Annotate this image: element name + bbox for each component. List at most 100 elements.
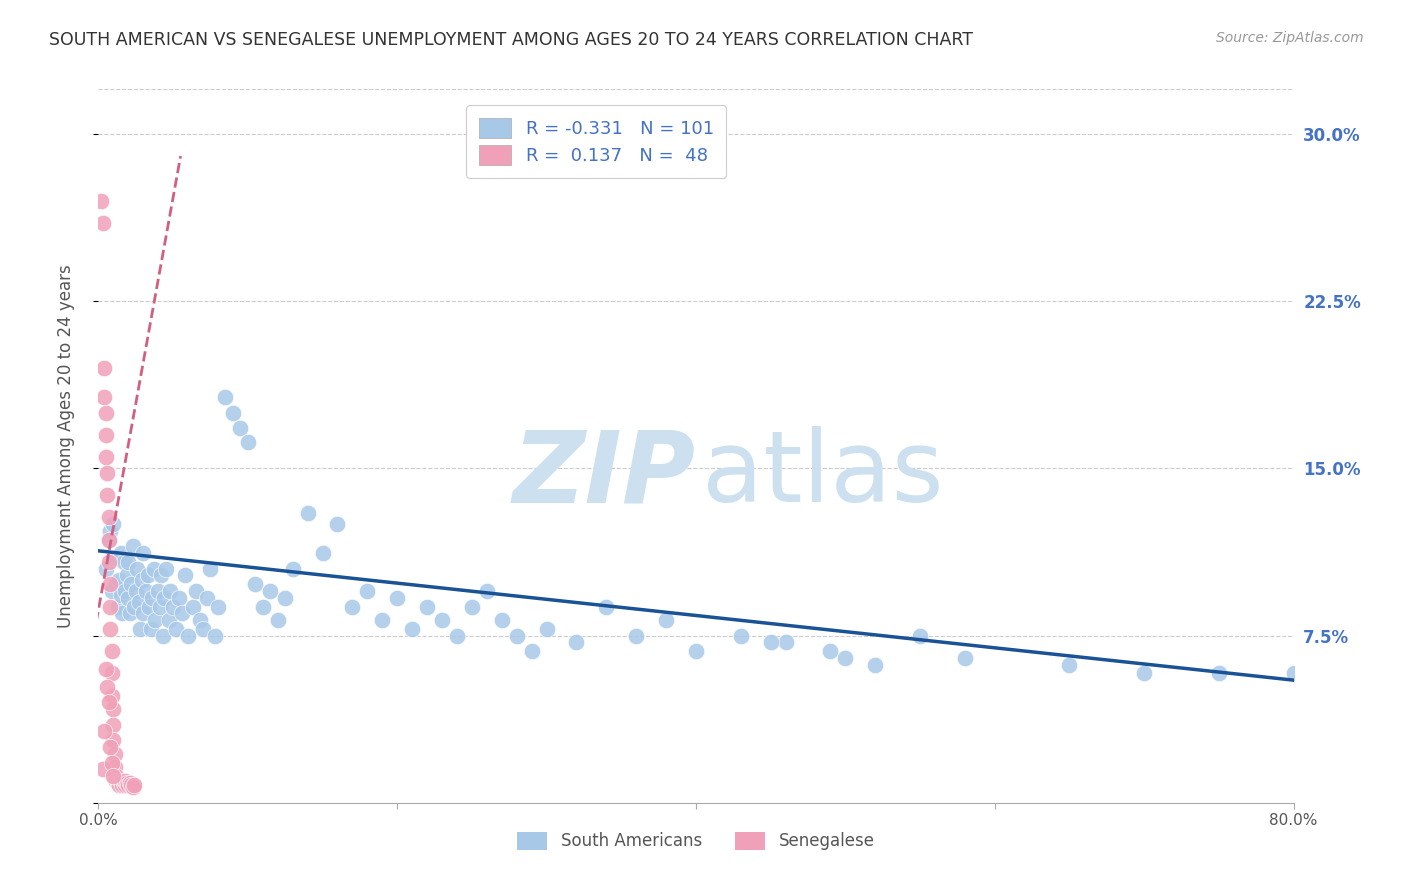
- Point: [94, 562, 117, 576]
- Point: [104, 760, 127, 774]
- Point: [491, 613, 513, 627]
- Point: [121, 780, 143, 795]
- Point: [626, 628, 648, 642]
- Point: [188, 613, 211, 627]
- Point: [245, 577, 267, 591]
- Point: [94, 427, 117, 442]
- Point: [96, 466, 118, 480]
- Point: [108, 573, 131, 587]
- Point: [222, 405, 245, 419]
- Point: [101, 644, 124, 658]
- Point: [91, 762, 114, 776]
- Point: [120, 577, 142, 591]
- Point: [103, 717, 125, 731]
- Point: [93, 360, 115, 375]
- Point: [120, 778, 142, 792]
- Point: [125, 583, 148, 598]
- Point: [97, 696, 120, 710]
- Point: [252, 599, 274, 614]
- Point: [132, 607, 155, 621]
- Point: [820, 644, 842, 658]
- Point: [104, 747, 127, 761]
- Point: [148, 583, 170, 598]
- Point: [200, 562, 222, 576]
- Point: [110, 546, 132, 560]
- Point: [908, 628, 931, 642]
- Point: [385, 591, 409, 605]
- Point: [101, 756, 124, 770]
- Point: [101, 689, 124, 703]
- Point: [204, 628, 226, 642]
- Point: [181, 599, 204, 614]
- Point: [103, 516, 125, 531]
- Point: [114, 583, 136, 598]
- Point: [953, 651, 976, 665]
- Point: [107, 773, 129, 788]
- Point: [115, 776, 138, 790]
- Point: [281, 562, 304, 576]
- Point: [149, 599, 172, 614]
- Point: [114, 778, 136, 792]
- Point: [326, 516, 349, 531]
- Point: [118, 607, 141, 621]
- Point: [1208, 666, 1230, 681]
- Point: [416, 599, 439, 614]
- Point: [150, 568, 173, 582]
- Point: [155, 562, 177, 576]
- Point: [114, 773, 136, 788]
- Point: [342, 599, 364, 614]
- Point: [90, 194, 112, 208]
- Point: [97, 533, 120, 547]
- Point: [94, 405, 117, 419]
- Point: [103, 733, 125, 747]
- Point: [536, 622, 558, 636]
- Point: [446, 628, 468, 642]
- Point: [595, 599, 617, 614]
- Point: [143, 613, 166, 627]
- Point: [174, 568, 197, 582]
- Point: [1059, 657, 1081, 672]
- Point: [1133, 666, 1156, 681]
- Point: [297, 506, 319, 520]
- Point: [108, 778, 131, 792]
- Text: atlas: atlas: [702, 426, 943, 523]
- Point: [1282, 666, 1305, 681]
- Point: [759, 635, 782, 649]
- Point: [118, 776, 141, 790]
- Point: [117, 591, 139, 605]
- Point: [775, 635, 797, 649]
- Point: [274, 591, 297, 605]
- Point: [159, 583, 181, 598]
- Point: [135, 583, 157, 598]
- Point: [236, 434, 259, 449]
- Point: [98, 740, 122, 755]
- Point: [101, 583, 124, 598]
- Point: [94, 662, 117, 676]
- Y-axis label: Unemployment Among Ages 20 to 24 years: Unemployment Among Ages 20 to 24 years: [56, 264, 75, 628]
- Point: [121, 539, 143, 553]
- Point: [112, 776, 135, 790]
- Point: [229, 421, 252, 435]
- Point: [311, 546, 333, 560]
- Point: [214, 390, 236, 404]
- Point: [97, 533, 120, 547]
- Point: [105, 773, 128, 788]
- Point: [430, 613, 453, 627]
- Point: [97, 555, 120, 569]
- Point: [162, 599, 184, 614]
- Point: [107, 599, 129, 614]
- Point: [191, 622, 214, 636]
- Point: [103, 550, 125, 565]
- Point: [105, 769, 128, 783]
- Point: [110, 589, 132, 603]
- Point: [124, 778, 146, 792]
- Point: [131, 573, 153, 587]
- Point: [103, 702, 125, 716]
- Point: [138, 599, 160, 614]
- Point: [110, 776, 132, 790]
- Point: [91, 216, 114, 230]
- Point: [117, 555, 139, 569]
- Point: [730, 628, 752, 642]
- Point: [461, 599, 484, 614]
- Point: [172, 607, 194, 621]
